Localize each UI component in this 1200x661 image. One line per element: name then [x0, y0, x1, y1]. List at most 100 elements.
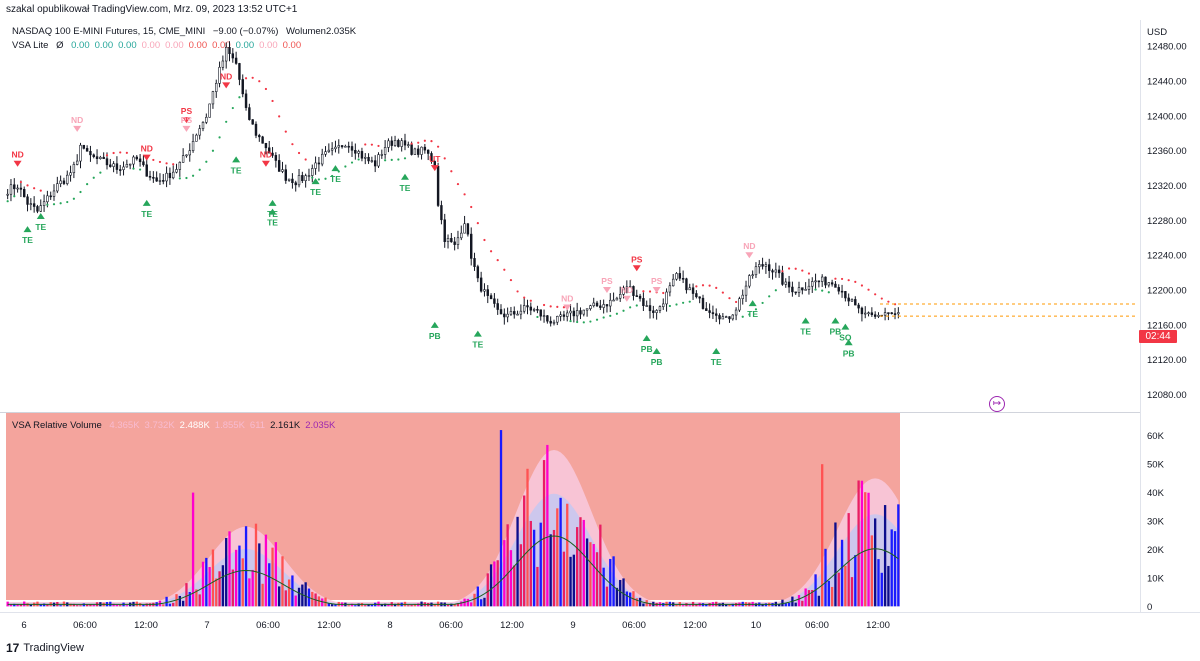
volume-bar — [688, 605, 691, 607]
candle-body — [698, 296, 701, 299]
signal-arrow-down-icon — [73, 125, 82, 132]
candle-body — [6, 193, 9, 196]
signal-arrow-up-icon — [268, 199, 277, 206]
trend-dot — [874, 293, 877, 296]
trend-dot — [569, 319, 572, 323]
candle-body — [23, 189, 26, 198]
volume-bar — [89, 604, 92, 607]
candle-body — [215, 83, 218, 92]
signal-arrow-down-icon — [602, 287, 611, 294]
candle-body — [758, 264, 761, 268]
candle-body — [148, 175, 152, 178]
volume-bar — [536, 566, 539, 607]
volume-tick-label: 20K — [1147, 545, 1165, 556]
candle-body — [622, 287, 625, 295]
trend-dot — [582, 321, 585, 324]
trend-dot — [622, 309, 625, 312]
volume-bar — [844, 565, 847, 607]
candle-body — [711, 312, 715, 315]
volume-bar — [804, 588, 807, 607]
volume-bar — [162, 604, 165, 607]
vsa-lite-symbol: Ø — [56, 40, 64, 51]
price-tick-label: 12160.00 — [1147, 320, 1187, 331]
candle-body — [132, 156, 135, 165]
candle-body — [668, 285, 672, 293]
candle-body — [281, 169, 284, 172]
volume-bar — [92, 604, 95, 607]
trend-dot — [125, 151, 128, 154]
chart-canvas[interactable]: USD 12480.00 12440.00 12400.00 12360.00 12320… — [0, 0, 1200, 640]
candle-body — [791, 286, 794, 293]
trend-dot — [648, 290, 652, 293]
signal-label: TE — [400, 183, 411, 193]
candle-body — [827, 282, 831, 286]
vsa-lite-value-9: 0.00 — [282, 40, 302, 51]
trend-dot — [198, 168, 201, 171]
candle-body — [860, 307, 864, 315]
candle-body — [287, 178, 291, 181]
trend-dot — [589, 320, 592, 323]
trend-dot — [317, 178, 320, 181]
relvol-legend: VSA Relative Volume 4.365K 3.732K 2.488K 1.… — [12, 420, 345, 431]
time-tick-label: 9 — [570, 620, 575, 631]
candle-body — [768, 264, 771, 271]
trend-dot — [701, 284, 705, 287]
price-tick-label: 12200.00 — [1147, 286, 1187, 297]
go-to-realtime-button[interactable]: ↦ — [989, 396, 1005, 412]
candle-body — [652, 310, 655, 313]
signal-label: TE — [35, 222, 46, 232]
volume-bar — [787, 602, 791, 607]
candle-body — [529, 306, 533, 311]
trend-dot — [158, 160, 162, 164]
volume-bar — [513, 565, 516, 607]
candle-body — [403, 140, 407, 146]
price-tick-label: 12320.00 — [1147, 181, 1187, 192]
candle-body — [897, 312, 900, 315]
volume-bar — [112, 603, 115, 607]
candle-body — [546, 315, 549, 322]
candle-body — [158, 180, 162, 182]
signal-arrow-up-icon — [642, 334, 651, 341]
signal-label: ND — [260, 150, 272, 160]
candle-body — [503, 313, 506, 318]
candle-body — [407, 144, 410, 146]
volume-bar — [725, 604, 728, 607]
trend-dot — [231, 106, 234, 110]
vsa-lite-value-2: 0.00 — [118, 40, 137, 51]
candle-body — [119, 169, 122, 171]
trend-dot — [642, 290, 645, 293]
volume-bar — [493, 561, 496, 607]
candle-body — [26, 196, 29, 205]
volume-bar — [413, 603, 417, 607]
volume-bar — [523, 495, 526, 607]
candle-body — [340, 145, 344, 148]
trend-dot — [834, 277, 837, 280]
signal-label: PS — [601, 276, 613, 286]
candle-body — [516, 313, 519, 316]
volume-bar — [225, 537, 228, 607]
trend-dot — [331, 174, 334, 178]
volume-bar — [566, 503, 569, 607]
volume-bar — [271, 547, 274, 607]
signal-label: TE — [472, 340, 483, 350]
trend-dot — [668, 304, 671, 308]
vsa-lite-legend: VSA Lite Ø 0.00 0.00 0.00 0.00 0.00 0.00 0.00 0… — [12, 40, 311, 51]
candle-body — [857, 304, 860, 309]
signal-arrow-down-icon — [622, 295, 631, 302]
candle-body — [145, 164, 148, 177]
volume-bar — [638, 597, 642, 607]
volume-bar — [569, 556, 572, 607]
candle-body — [152, 177, 155, 179]
volume-bar — [549, 534, 552, 607]
relvol-name: VSA Relative Volume — [12, 420, 102, 431]
signal-arrow-up-icon — [232, 156, 241, 163]
signal-arrow-down-icon — [745, 252, 754, 259]
candle-body — [771, 270, 774, 273]
volume-bar — [85, 604, 89, 607]
trend-dot — [523, 296, 526, 299]
volume-bar — [695, 604, 698, 607]
volume-bar — [172, 602, 175, 607]
trend-dot — [476, 222, 479, 225]
volume-bar — [453, 604, 456, 607]
candle-body — [764, 264, 768, 267]
